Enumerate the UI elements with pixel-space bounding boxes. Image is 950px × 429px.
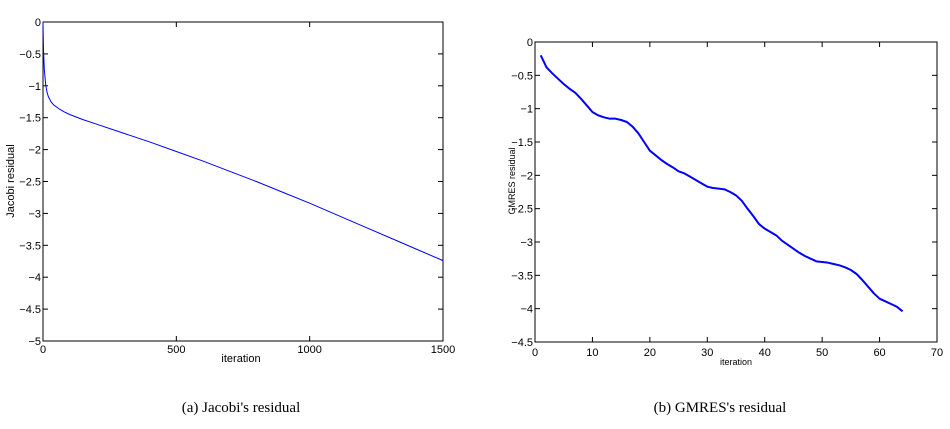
y-tick-label: −2.5 <box>511 204 533 216</box>
plot-area-jacobi: 0 500 1000 1500 0 −0.5 −1 −1.5 −2 −2.5 −3 −3.5 −4 −4.… <box>19 17 455 356</box>
y-tick-label: −4 <box>520 304 533 316</box>
y-tick-label: −1.5 <box>19 113 41 125</box>
y-tick-label: −4 <box>28 272 41 284</box>
x-tick-label: 1000 <box>297 344 321 356</box>
plot-frame-gmres <box>534 41 938 343</box>
series-line-gmres <box>539 54 904 313</box>
series-line-jacobi <box>42 21 444 262</box>
y-tick-label: −2 <box>520 170 533 182</box>
x-tick-label: 20 <box>644 347 656 359</box>
y-tick-label: −5 <box>28 336 41 348</box>
chart-jacobi: Jacobi residual 0 500 1000 1500 0 −0.5 −1 −1.5 −… <box>5 17 455 416</box>
x-tick-label: 0 <box>532 347 538 359</box>
y-tick-label: −2.5 <box>19 177 41 189</box>
chart-gmres: GMRES residual 0 10 20 30 40 50 60 70 0 −0.5 −1 −1.… <box>507 37 943 416</box>
y-tick-label: 0 <box>527 37 533 49</box>
x-tick-label: 1500 <box>431 344 455 356</box>
y-tick-label: −3 <box>520 237 533 249</box>
y-tick-label: −1 <box>28 81 41 93</box>
caption-gmres: (b) GMRES's residual <box>654 400 787 416</box>
y-tick-label: −0.5 <box>511 70 533 82</box>
ylabel-gmres: GMRES residual <box>507 147 517 214</box>
y-tick-label: −4.5 <box>19 304 41 316</box>
y-tick-label: −1 <box>520 104 533 116</box>
x-tick-label: 30 <box>701 347 713 359</box>
y-tick-label: −3 <box>28 208 41 220</box>
y-tick-label: −0.5 <box>19 49 41 61</box>
y-tick-label: −4.5 <box>511 337 533 349</box>
x-tick-label: 50 <box>816 347 828 359</box>
ylabel-jacobi: Jacobi residual <box>5 144 17 217</box>
x-tick-label: 10 <box>586 347 598 359</box>
xlabel-jacobi: iteration <box>221 353 260 365</box>
x-tick-label: 40 <box>759 347 771 359</box>
plot-area-gmres: 0 10 20 30 40 50 60 70 0 −0.5 −1 −1.5 −2 −2.5 −3 −3.5 −4… <box>511 37 943 359</box>
caption-jacobi: (a) Jacobi's residual <box>182 400 301 416</box>
x-tick-label: 0 <box>40 344 46 356</box>
y-tick-label: −1.5 <box>511 137 533 149</box>
y-tick-label: −2 <box>28 145 41 157</box>
y-tick-label: −3.5 <box>19 240 41 252</box>
x-tick-label: 500 <box>167 344 185 356</box>
y-tick-label: −3.5 <box>511 270 533 282</box>
plot-frame-jacobi <box>42 21 444 342</box>
xlabel-gmres: iteration <box>720 357 752 367</box>
x-tick-label: 60 <box>873 347 885 359</box>
x-tick-label: 70 <box>931 347 943 359</box>
y-tick-label: 0 <box>35 17 41 29</box>
